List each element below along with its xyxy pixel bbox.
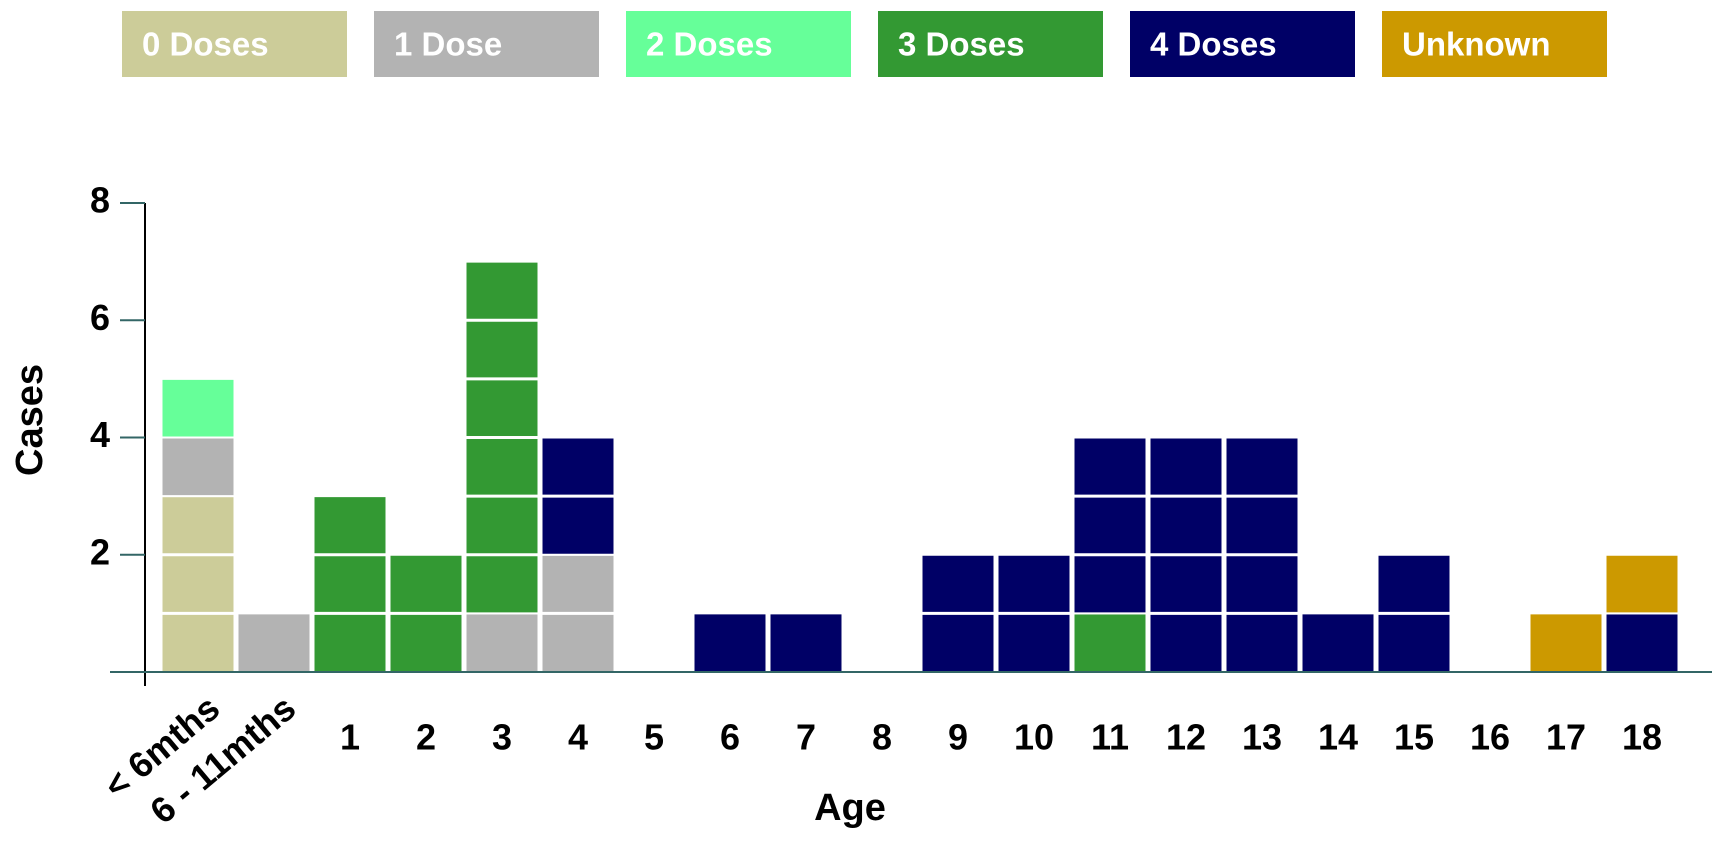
legend: 0 Doses 1 Dose 2 Doses 3 Doses 4 Doses Unknow… bbox=[122, 11, 1607, 77]
x-tick-label: 7 bbox=[796, 717, 816, 758]
legend-swatch bbox=[878, 11, 1103, 77]
bar-segment bbox=[464, 612, 540, 673]
x-tick-label: 1 bbox=[340, 717, 360, 758]
legend-swatch bbox=[1382, 11, 1607, 77]
legend-swatch bbox=[122, 11, 347, 77]
x-tick-label: 13 bbox=[1242, 717, 1282, 758]
x-tick-label: 8 bbox=[872, 717, 892, 758]
bar-segment bbox=[1072, 436, 1148, 615]
bar-segment bbox=[1072, 612, 1148, 673]
bar-segment bbox=[1528, 612, 1604, 673]
y-tick-label: 8 bbox=[90, 180, 110, 221]
legend-swatch bbox=[626, 11, 851, 77]
bar-segment bbox=[236, 612, 312, 673]
legend-swatch bbox=[1130, 11, 1355, 77]
x-tick-label: 15 bbox=[1394, 717, 1434, 758]
legend-label: 0 Doses bbox=[142, 26, 269, 63]
x-tick-label: 9 bbox=[948, 717, 968, 758]
legend-label: Unknown bbox=[1402, 26, 1550, 63]
bar-segment bbox=[1300, 612, 1376, 673]
x-tick-label: 18 bbox=[1622, 717, 1662, 758]
x-tick-label: 3 bbox=[492, 717, 512, 758]
x-tick-label: 6 bbox=[720, 717, 740, 758]
legend-label: 4 Doses bbox=[1150, 26, 1277, 63]
bar-segment bbox=[160, 377, 236, 439]
plot-area bbox=[160, 260, 1680, 673]
y-tick-label: 4 bbox=[90, 414, 110, 455]
bar-segment bbox=[1604, 612, 1680, 673]
x-tick-label: 11 bbox=[1091, 717, 1129, 758]
x-tick-label: 12 bbox=[1166, 717, 1206, 758]
x-tick-label: 5 bbox=[644, 717, 664, 758]
legend-label: 2 Doses bbox=[646, 26, 773, 63]
bar-segment bbox=[312, 495, 388, 673]
bar-segment bbox=[160, 495, 236, 673]
x-axis-title: Age bbox=[814, 787, 886, 829]
x-tick-label: 17 bbox=[1546, 717, 1586, 758]
x-tick-label: 14 bbox=[1318, 717, 1358, 758]
bar-segment bbox=[692, 612, 768, 673]
y-tick-label: 2 bbox=[90, 531, 110, 572]
legend-label: 3 Doses bbox=[898, 26, 1025, 63]
bar-segment bbox=[768, 612, 844, 673]
x-tick-label: 4 bbox=[568, 717, 588, 758]
bar-segment bbox=[1604, 553, 1680, 615]
x-tick-label: 2 bbox=[416, 717, 436, 758]
x-tick-label: 10 bbox=[1014, 717, 1054, 758]
legend-swatch bbox=[374, 11, 599, 77]
y-tick-label: 6 bbox=[90, 297, 110, 338]
y-axis-title: Cases bbox=[9, 364, 51, 476]
x-tick-label: 16 bbox=[1470, 717, 1510, 758]
legend-label: 1 Dose bbox=[394, 26, 502, 63]
bar-segment bbox=[160, 436, 236, 498]
